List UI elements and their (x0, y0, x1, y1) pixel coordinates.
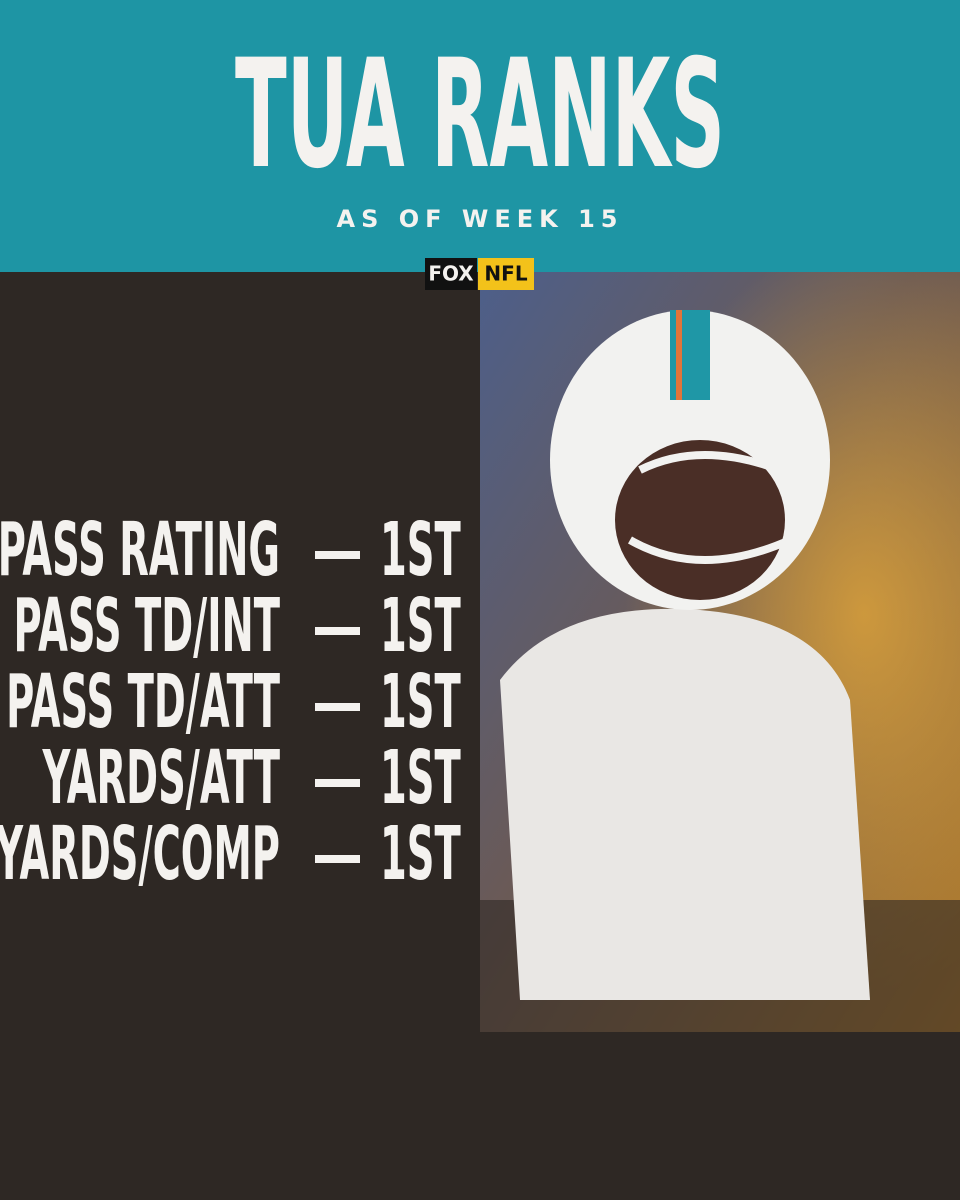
stat-rank: 1ST (380, 582, 461, 669)
stat-rank: 1ST (380, 506, 461, 593)
logo-league: NFL (484, 262, 527, 286)
separator (315, 627, 360, 635)
logo-network: FOX (428, 262, 474, 286)
title: TUA RANKS (235, 28, 725, 202)
stat-label: PASS TD/ATT (6, 658, 280, 745)
player-photo (480, 272, 960, 1200)
separator (315, 779, 360, 787)
stat-label: PASS RATING (0, 506, 280, 593)
stat-rank: 1ST (380, 734, 461, 821)
stat-label: YARDS/ATT (42, 734, 280, 821)
subtitle: AS OF WEEK 15 (337, 205, 624, 233)
separator (315, 703, 360, 711)
stat-rank: 1ST (380, 810, 461, 897)
header-band (0, 0, 960, 272)
stat-label: YARDS/COMP (0, 810, 280, 897)
stat-rank: 1ST (380, 658, 461, 745)
stats-list: PASS RATING 1ST PASS TD/INT 1ST PASS TD/ATT 1… (0, 506, 461, 897)
logo: FOX NFL (425, 258, 534, 290)
separator (315, 855, 360, 863)
separator (315, 551, 360, 559)
stat-label: PASS TD/INT (13, 582, 280, 669)
